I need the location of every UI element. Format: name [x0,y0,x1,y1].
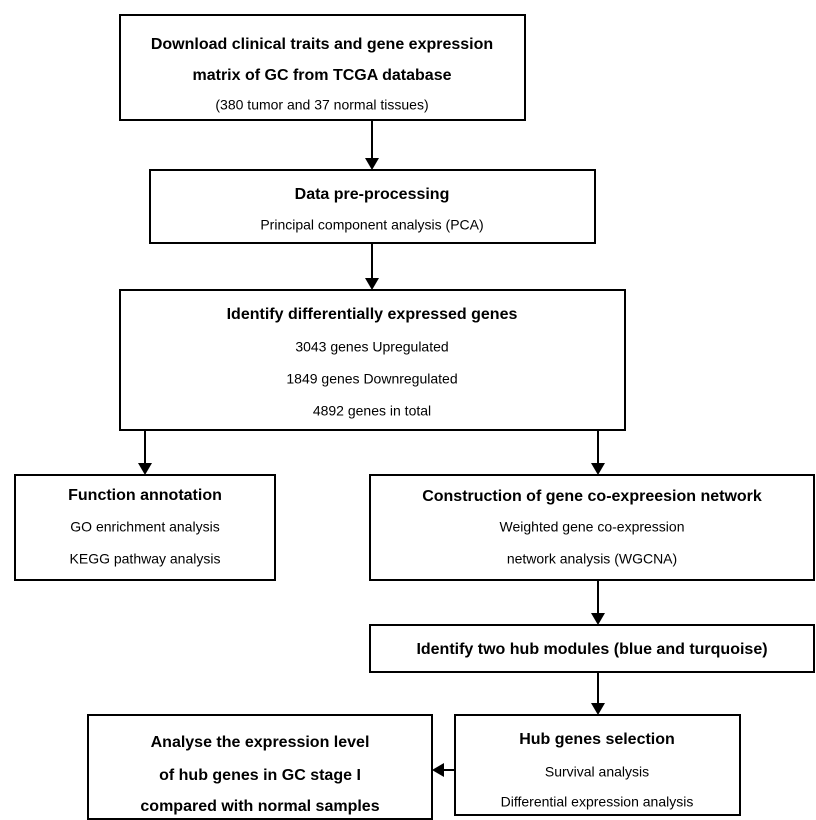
box-analyse [87,714,433,820]
node-line: Differential expression analysis [501,794,694,810]
node-line: (380 tumor and 37 normal tissues) [215,97,428,113]
node-title: Identify differentially expressed genes [227,306,518,323]
node-title: Identify two hub modules (blue and turqu… [416,641,767,658]
node-line: 3043 genes Upregulated [295,339,448,355]
box-hub [454,714,741,816]
node-line: Principal component analysis (PCA) [260,217,483,233]
node-line: compared with normal samples [140,798,379,815]
node-line: Weighted gene co-expression [500,519,685,535]
node-line: network analysis (WGCNA) [507,551,677,567]
node-title: Hub genes selection [519,731,675,748]
box-modules [369,624,815,673]
node-title: Function annotation [68,487,222,504]
node-line: GO enrichment analysis [70,519,219,535]
node-line: KEGG pathway analysis [70,551,221,567]
node-line: of hub genes in GC stage I [159,767,361,784]
box-network [369,474,815,581]
node-line: matrix of GC from TCGA database [192,67,451,84]
node-title: Download clinical traits and gene expres… [151,36,493,53]
box-function [14,474,276,581]
box-download [119,14,526,121]
box-preprocess [149,169,596,244]
box-deg [119,289,626,431]
node-title: Analyse the expression level [151,734,370,751]
node-line: 1849 genes Downregulated [286,371,457,387]
node-title: Data pre-processing [295,186,450,203]
arrows [138,120,605,777]
node-title: Construction of gene co-expreesion netwo… [422,488,762,505]
node-line: Survival analysis [545,764,649,780]
node-line: 4892 genes in total [313,403,431,419]
